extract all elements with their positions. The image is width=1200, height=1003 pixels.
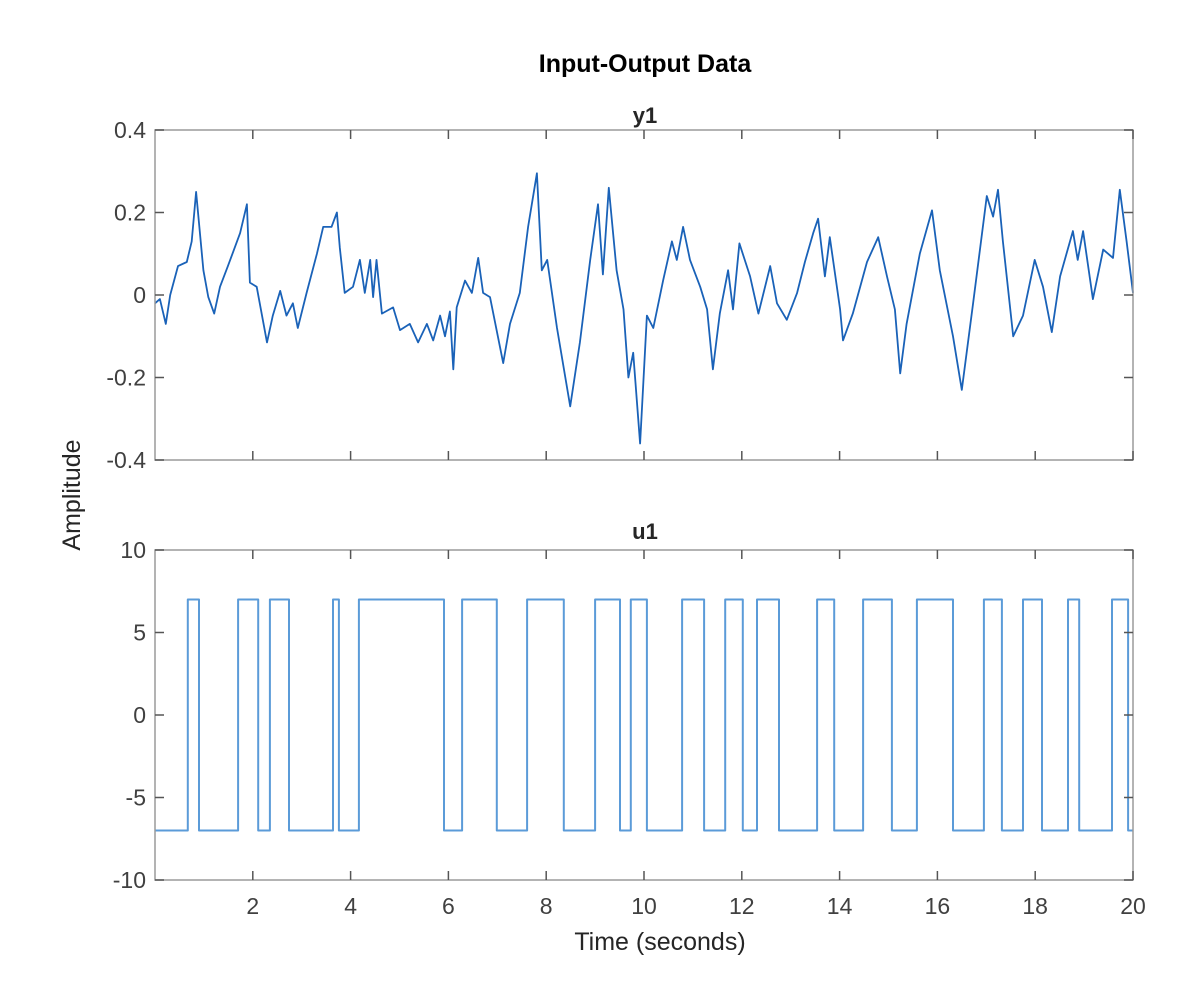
y-tick-label: -5 — [126, 785, 146, 811]
y-tick-label: 0 — [133, 282, 146, 308]
x-tick-label: 14 — [827, 893, 853, 919]
y-tick-label: 0 — [133, 702, 146, 728]
y-tick-label: 0.2 — [114, 200, 146, 226]
x-tick-label: 12 — [729, 893, 755, 919]
y-tick-label: 5 — [133, 620, 146, 646]
x-axis-label: Time (seconds) — [574, 928, 745, 956]
y-tick-label: 10 — [120, 537, 146, 563]
y-axis-label: Amplitude — [58, 439, 86, 550]
y-tick-label: 0.4 — [114, 117, 146, 143]
u1-subplot-title: u1 — [632, 519, 658, 544]
y-tick-label: -10 — [113, 867, 146, 893]
x-tick-label: 18 — [1022, 893, 1048, 919]
x-tick-label: 2 — [246, 893, 259, 919]
y-tick-label: -0.2 — [106, 365, 146, 391]
axes-box — [154, 129, 1134, 461]
x-tick-label: 20 — [1120, 893, 1146, 919]
x-tick-label: 16 — [925, 893, 951, 919]
y1-axes: -0.4 -0.2 0 0.2 0.4 — [106, 117, 1134, 473]
y1-series-line — [154, 172, 1134, 445]
x-tick-label: 10 — [631, 893, 657, 919]
x-tick-label: 8 — [540, 893, 553, 919]
u1-series-line — [155, 598, 1133, 832]
u1-axes: -10 -5 0 5 10 2 4 6 8 10 12 14 16 18 20 — [113, 537, 1146, 919]
x-tick-label: 6 — [442, 893, 455, 919]
y-tick-label: -0.4 — [106, 447, 146, 473]
x-tick-label: 4 — [344, 893, 357, 919]
chart-title: Input-Output Data — [539, 50, 753, 78]
y1-subplot-title: y1 — [633, 103, 657, 128]
